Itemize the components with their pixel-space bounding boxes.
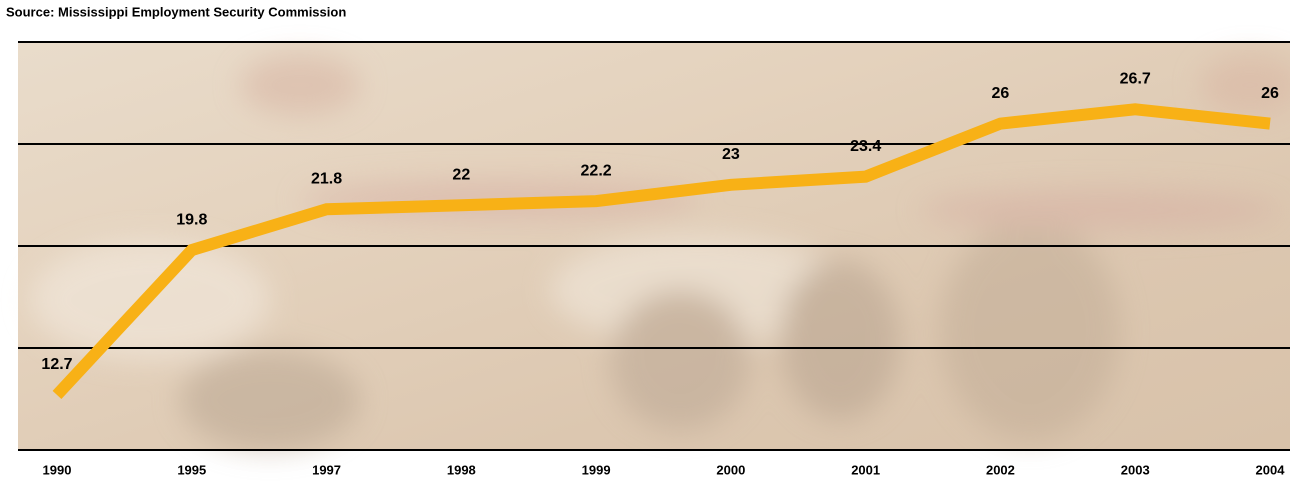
x-tick-label: 1999 <box>582 462 611 477</box>
data-label: 26 <box>992 85 1010 102</box>
data-label: 21.8 <box>311 170 342 187</box>
x-tick-label: 1997 <box>312 462 341 477</box>
source-note: Source: Mississippi Employment Security … <box>6 4 346 19</box>
data-label: 22.2 <box>581 162 612 179</box>
data-label: 23 <box>722 146 740 163</box>
data-label: 12.7 <box>41 356 72 373</box>
x-tick-label: 2000 <box>716 462 745 477</box>
x-tick-label: 2003 <box>1121 462 1150 477</box>
x-tick-label: 2002 <box>986 462 1015 477</box>
x-tick-label: 1998 <box>447 462 476 477</box>
x-tick-label: 1995 <box>177 462 206 477</box>
data-label: 19.8 <box>176 211 207 228</box>
x-tick-label: 2001 <box>851 462 880 477</box>
data-line <box>52 103 1271 400</box>
x-tick-label: 1990 <box>43 462 72 477</box>
x-tick-label: 2004 <box>1256 462 1286 477</box>
data-label: 23.4 <box>850 138 881 155</box>
data-label: 26 <box>1261 85 1279 102</box>
data-label: 26.7 <box>1120 71 1151 88</box>
data-label: 22 <box>452 166 470 183</box>
